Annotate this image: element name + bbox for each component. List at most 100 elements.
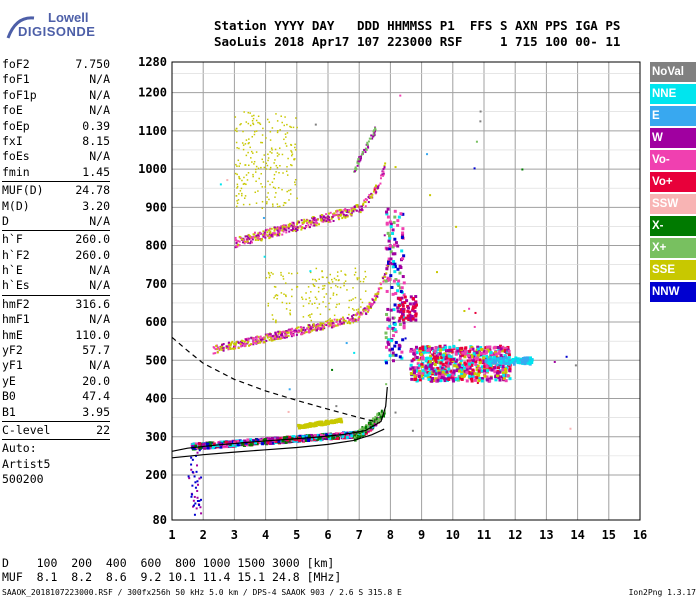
echo-dot xyxy=(267,302,270,305)
autoscale-line2: Artist5 xyxy=(2,456,51,471)
echo-dot xyxy=(354,166,357,169)
echo-dot xyxy=(445,370,449,374)
echo-dot xyxy=(296,221,299,224)
echo-dot xyxy=(377,290,380,293)
echo-dot xyxy=(397,215,401,219)
echo-dot xyxy=(374,190,377,193)
echo-dot xyxy=(364,276,367,278)
echo-dot xyxy=(496,345,500,349)
echo-dot xyxy=(238,147,240,150)
echo-dot xyxy=(203,446,207,450)
echo-dot xyxy=(397,296,401,300)
echo-dot xyxy=(475,368,479,372)
echo-dot xyxy=(275,321,277,324)
echo-dot xyxy=(301,226,304,229)
echo-dot xyxy=(354,208,357,211)
echo-dot xyxy=(486,358,490,362)
echo-dot xyxy=(321,325,324,328)
echo-dot xyxy=(281,301,284,304)
echo-dot xyxy=(371,417,374,421)
echo-dot xyxy=(375,293,378,296)
echo-dot xyxy=(303,438,307,442)
echo-dot xyxy=(490,361,494,365)
echo-dot xyxy=(270,234,273,237)
echo-dot xyxy=(301,424,305,428)
echo-dot xyxy=(265,339,268,342)
echo-dot xyxy=(195,470,198,473)
echo-dot xyxy=(290,154,293,157)
echo-dot xyxy=(291,151,293,153)
echo-dot xyxy=(273,173,276,176)
echo-dot xyxy=(340,322,343,325)
echo-dot xyxy=(473,372,477,376)
echo-dot xyxy=(233,345,236,348)
echo-dot xyxy=(243,439,247,443)
echo-dot xyxy=(324,435,328,439)
echo-dot xyxy=(238,165,240,167)
echo-dot xyxy=(350,213,353,216)
y-tick-label: 1280 xyxy=(138,55,167,69)
echo-dot xyxy=(392,260,396,264)
echo-dot xyxy=(267,271,270,274)
echo-dot xyxy=(485,365,489,369)
echo-dot xyxy=(272,186,275,189)
echo-dot xyxy=(289,222,292,225)
echo-dot xyxy=(391,351,395,355)
echo-dot xyxy=(385,264,388,267)
echo-dot xyxy=(262,127,264,130)
echo-dot xyxy=(370,196,373,199)
echo-dot xyxy=(278,330,281,333)
echo-dot xyxy=(218,349,221,352)
echo-dot xyxy=(348,313,350,316)
echo-dot xyxy=(436,366,440,370)
param-value: 24.78 xyxy=(75,183,110,198)
echo-dot xyxy=(357,308,360,310)
echo-dot xyxy=(255,119,258,122)
echo-dot xyxy=(371,137,374,140)
echo-dot xyxy=(467,371,471,375)
echo-dot xyxy=(391,326,395,330)
echo-dot xyxy=(243,240,246,243)
echo-dot xyxy=(265,162,268,165)
echo-dot xyxy=(374,298,377,301)
echo-dot xyxy=(271,152,273,154)
echo-dot xyxy=(482,360,486,364)
echo-dot xyxy=(385,272,388,275)
echo-dot xyxy=(415,351,419,355)
echo-dot xyxy=(346,317,349,320)
echo-dot xyxy=(387,342,391,346)
echo-dot xyxy=(263,340,266,343)
echo-dot xyxy=(370,302,373,305)
echo-dot xyxy=(273,162,275,164)
echo-dot xyxy=(214,352,217,355)
plot-frame xyxy=(171,61,641,521)
echo-dot xyxy=(243,176,245,179)
param-name: fmin xyxy=(2,164,30,179)
x-tick-label: 8 xyxy=(387,528,394,542)
echo-dot xyxy=(314,302,316,304)
echo-dot xyxy=(306,219,309,222)
echo-dot xyxy=(294,178,297,181)
echo-dot xyxy=(478,358,482,362)
echo-dot xyxy=(196,480,199,483)
echo-dot xyxy=(248,164,250,167)
echo-dot xyxy=(325,421,329,425)
echo-dot xyxy=(498,349,502,353)
echo-dot xyxy=(264,233,267,236)
echo-dot xyxy=(260,166,262,169)
echo-dot xyxy=(362,202,365,205)
echo-dot xyxy=(249,124,252,127)
x-tick-label: 11 xyxy=(477,528,491,542)
echo-dot xyxy=(290,272,293,275)
echo-dot xyxy=(401,257,405,261)
echo-dot xyxy=(255,234,258,237)
echo-dot xyxy=(276,231,279,234)
echo-dot xyxy=(359,311,362,314)
echo-dot xyxy=(508,367,512,371)
echo-dot xyxy=(248,138,250,140)
echo-dot xyxy=(253,163,255,165)
echo-dot xyxy=(350,207,353,210)
echo-dot xyxy=(414,377,418,381)
echo-dot xyxy=(386,307,390,311)
echo-dot xyxy=(413,375,417,379)
